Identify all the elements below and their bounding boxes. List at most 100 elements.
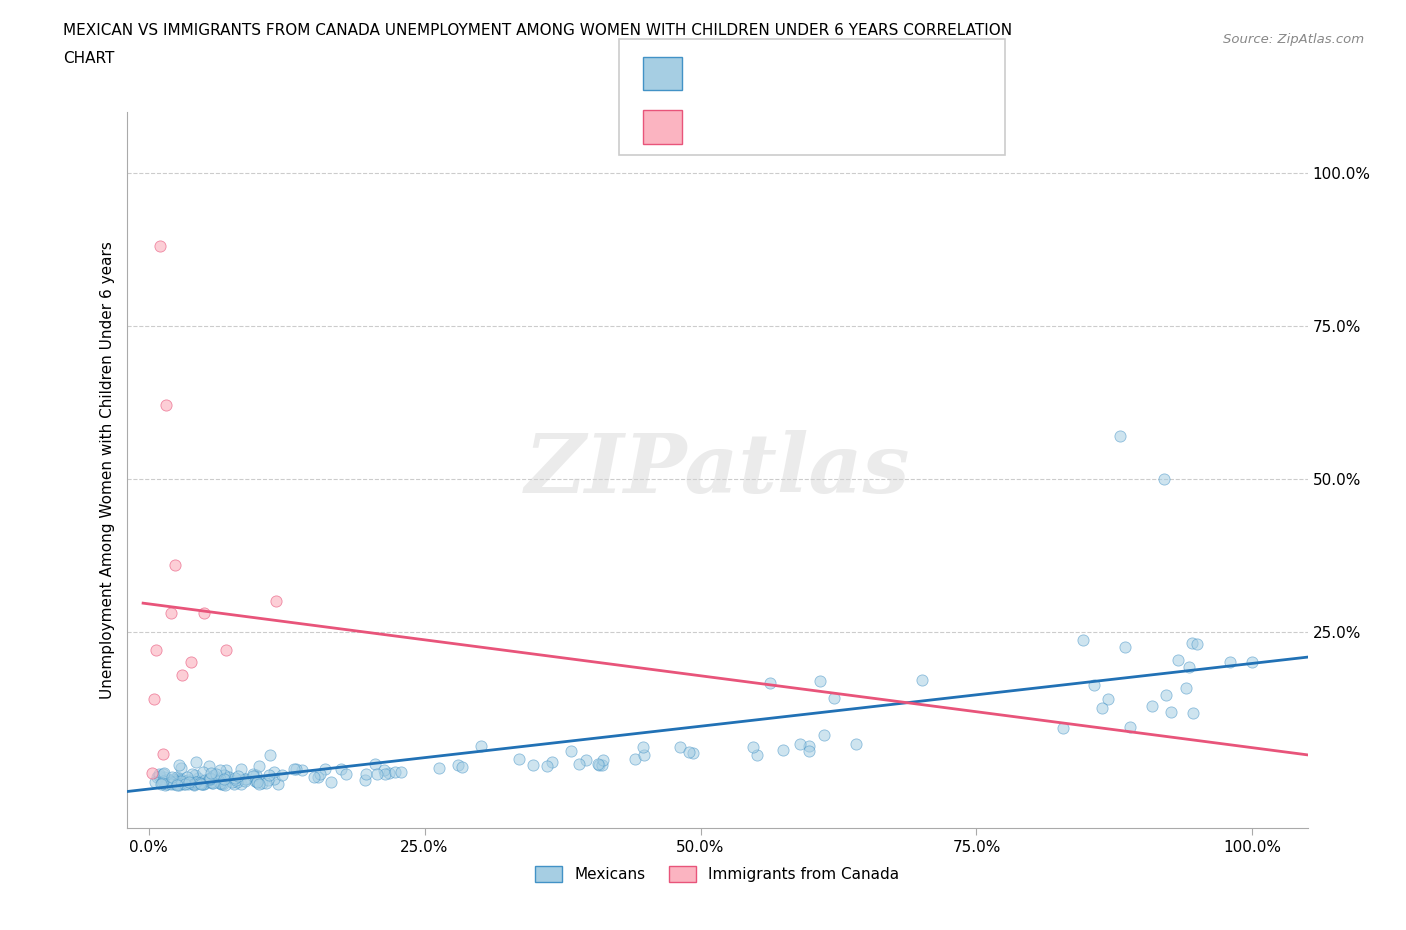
Point: [143, 692, 166, 707]
Point: [212, 768, 235, 783]
Point: [824, 690, 846, 705]
Point: [1083, 678, 1105, 693]
Point: [591, 757, 613, 772]
Point: [160, 774, 183, 789]
Point: [267, 777, 290, 791]
Point: [226, 769, 249, 784]
Point: [264, 593, 287, 608]
Point: [257, 767, 280, 782]
Point: [745, 748, 768, 763]
Point: [177, 775, 200, 790]
Point: [222, 777, 245, 791]
Point: [170, 775, 193, 790]
Point: [1167, 653, 1189, 668]
Point: [373, 763, 395, 777]
Point: [145, 769, 167, 784]
Point: [166, 777, 188, 791]
Point: [315, 762, 337, 777]
Point: [560, 743, 582, 758]
Point: [176, 769, 198, 784]
Point: [173, 773, 195, 788]
Point: [522, 758, 544, 773]
Point: [184, 775, 207, 790]
Point: [202, 767, 225, 782]
Point: [1071, 632, 1094, 647]
Text: Source: ZipAtlas.com: Source: ZipAtlas.com: [1223, 33, 1364, 46]
Point: [149, 239, 172, 254]
Point: [167, 774, 190, 789]
Point: [165, 557, 187, 572]
Point: [197, 771, 219, 786]
Point: [1219, 655, 1241, 670]
Point: [208, 775, 231, 790]
Point: [235, 772, 257, 787]
Point: [1097, 692, 1119, 707]
Point: [200, 771, 222, 786]
Point: [194, 773, 217, 788]
Point: [166, 771, 188, 786]
Point: [152, 774, 174, 789]
Point: [229, 762, 252, 777]
Point: [682, 746, 704, 761]
Point: [1118, 720, 1140, 735]
Point: [1177, 659, 1199, 674]
Point: [224, 771, 246, 786]
Point: [172, 776, 194, 790]
Point: [263, 772, 285, 787]
Point: [374, 766, 396, 781]
Point: [183, 777, 205, 791]
Point: [152, 770, 174, 785]
Point: [145, 643, 167, 658]
Point: [187, 771, 209, 786]
Point: [270, 767, 292, 782]
Point: [211, 776, 233, 790]
Point: [245, 767, 267, 782]
Point: [162, 775, 184, 790]
Point: [166, 769, 188, 784]
Point: [1114, 639, 1136, 654]
Point: [1181, 635, 1204, 650]
Point: [508, 751, 530, 766]
Point: [1160, 704, 1182, 719]
Point: [354, 773, 377, 788]
Point: [215, 643, 238, 658]
Point: [155, 398, 177, 413]
Point: [198, 759, 221, 774]
Point: [356, 766, 378, 781]
Point: [152, 772, 174, 787]
Text: CHART: CHART: [63, 51, 115, 66]
Point: [259, 748, 281, 763]
Point: [180, 655, 202, 670]
Point: [309, 766, 332, 781]
Point: [221, 774, 243, 789]
Point: [759, 675, 782, 690]
Point: [163, 777, 186, 791]
Point: [1109, 429, 1132, 444]
Point: [201, 772, 224, 787]
Point: [214, 772, 236, 787]
Point: [772, 743, 794, 758]
Point: [156, 777, 179, 791]
Point: [184, 775, 207, 790]
Point: [190, 777, 212, 791]
Point: [233, 772, 256, 787]
Point: [363, 757, 385, 772]
Point: [197, 774, 219, 789]
Point: [162, 776, 184, 790]
Point: [215, 763, 238, 777]
Point: [789, 737, 811, 751]
Point: [257, 772, 280, 787]
Point: [195, 775, 218, 790]
Point: [177, 777, 200, 791]
Point: [166, 777, 188, 792]
Point: [1153, 472, 1175, 486]
Point: [167, 777, 190, 792]
Point: [283, 762, 305, 777]
Text: MEXICAN VS IMMIGRANTS FROM CANADA UNEMPLOYMENT AMONG WOMEN WITH CHILDREN UNDER 6: MEXICAN VS IMMIGRANTS FROM CANADA UNEMPL…: [63, 23, 1012, 38]
Point: [212, 772, 235, 787]
Point: [233, 774, 256, 789]
Point: [813, 728, 835, 743]
Point: [536, 758, 558, 773]
Point: [329, 762, 352, 777]
Point: [588, 757, 610, 772]
